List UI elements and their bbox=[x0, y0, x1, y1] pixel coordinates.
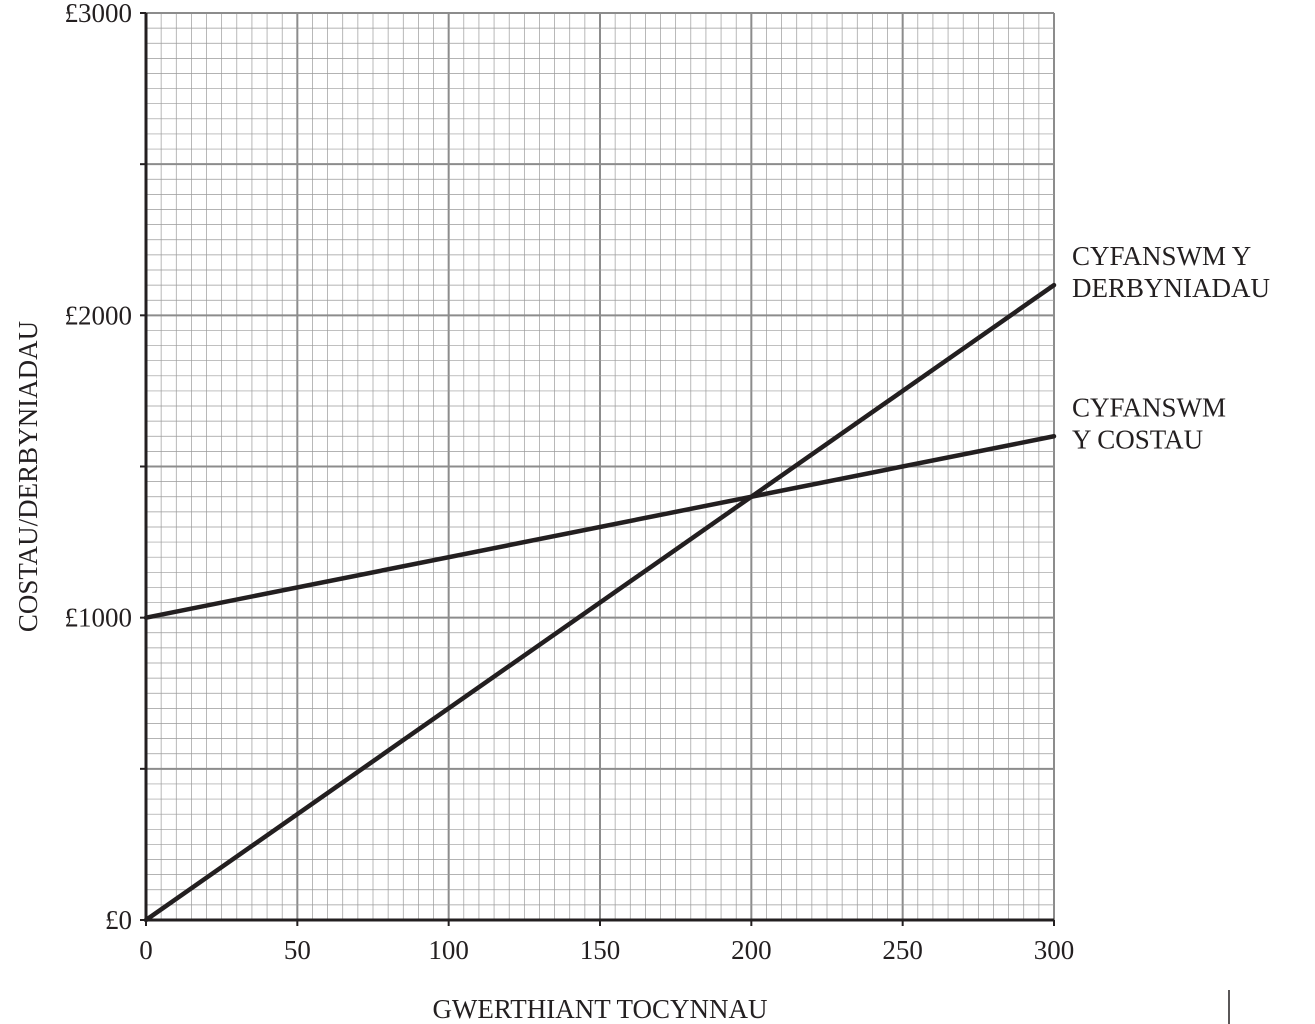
y-tick-label: £0 bbox=[105, 905, 132, 935]
x-tick-label: 50 bbox=[284, 935, 311, 965]
y-tick-label: £1000 bbox=[65, 603, 133, 633]
chart-series bbox=[143, 282, 1057, 923]
series-line-1 bbox=[143, 282, 1057, 923]
y-tick-label: £3000 bbox=[65, 0, 133, 28]
y-tick-label: £2000 bbox=[65, 300, 133, 330]
series-label-line: CYFANSWM Y bbox=[1072, 241, 1251, 271]
series-label-line: CYFANSWM bbox=[1072, 392, 1226, 422]
chart-axes bbox=[140, 12, 1055, 926]
y-axis-title: COSTAU/DERBYNIADAU bbox=[13, 321, 43, 632]
series-line-2 bbox=[143, 434, 1057, 620]
x-tick-label: 200 bbox=[731, 935, 772, 965]
x-tick-label: 250 bbox=[882, 935, 923, 965]
x-axis-title: GWERTHIANT TOCYNNAU bbox=[432, 994, 767, 1024]
chart-grid bbox=[145, 12, 1055, 921]
x-tick-label: 0 bbox=[139, 935, 153, 965]
x-tick-label: 150 bbox=[580, 935, 621, 965]
x-tick-label: 300 bbox=[1034, 935, 1075, 965]
series-label-line: DERBYNIADAU bbox=[1072, 273, 1270, 303]
chart-labels: 0 50 100 150 200 250 300 £0 £1000 £2000 £3000 CYFAN… bbox=[65, 0, 1271, 965]
x-tick-label: 100 bbox=[428, 935, 469, 965]
series-label-line: Y COSTAU bbox=[1072, 424, 1203, 454]
